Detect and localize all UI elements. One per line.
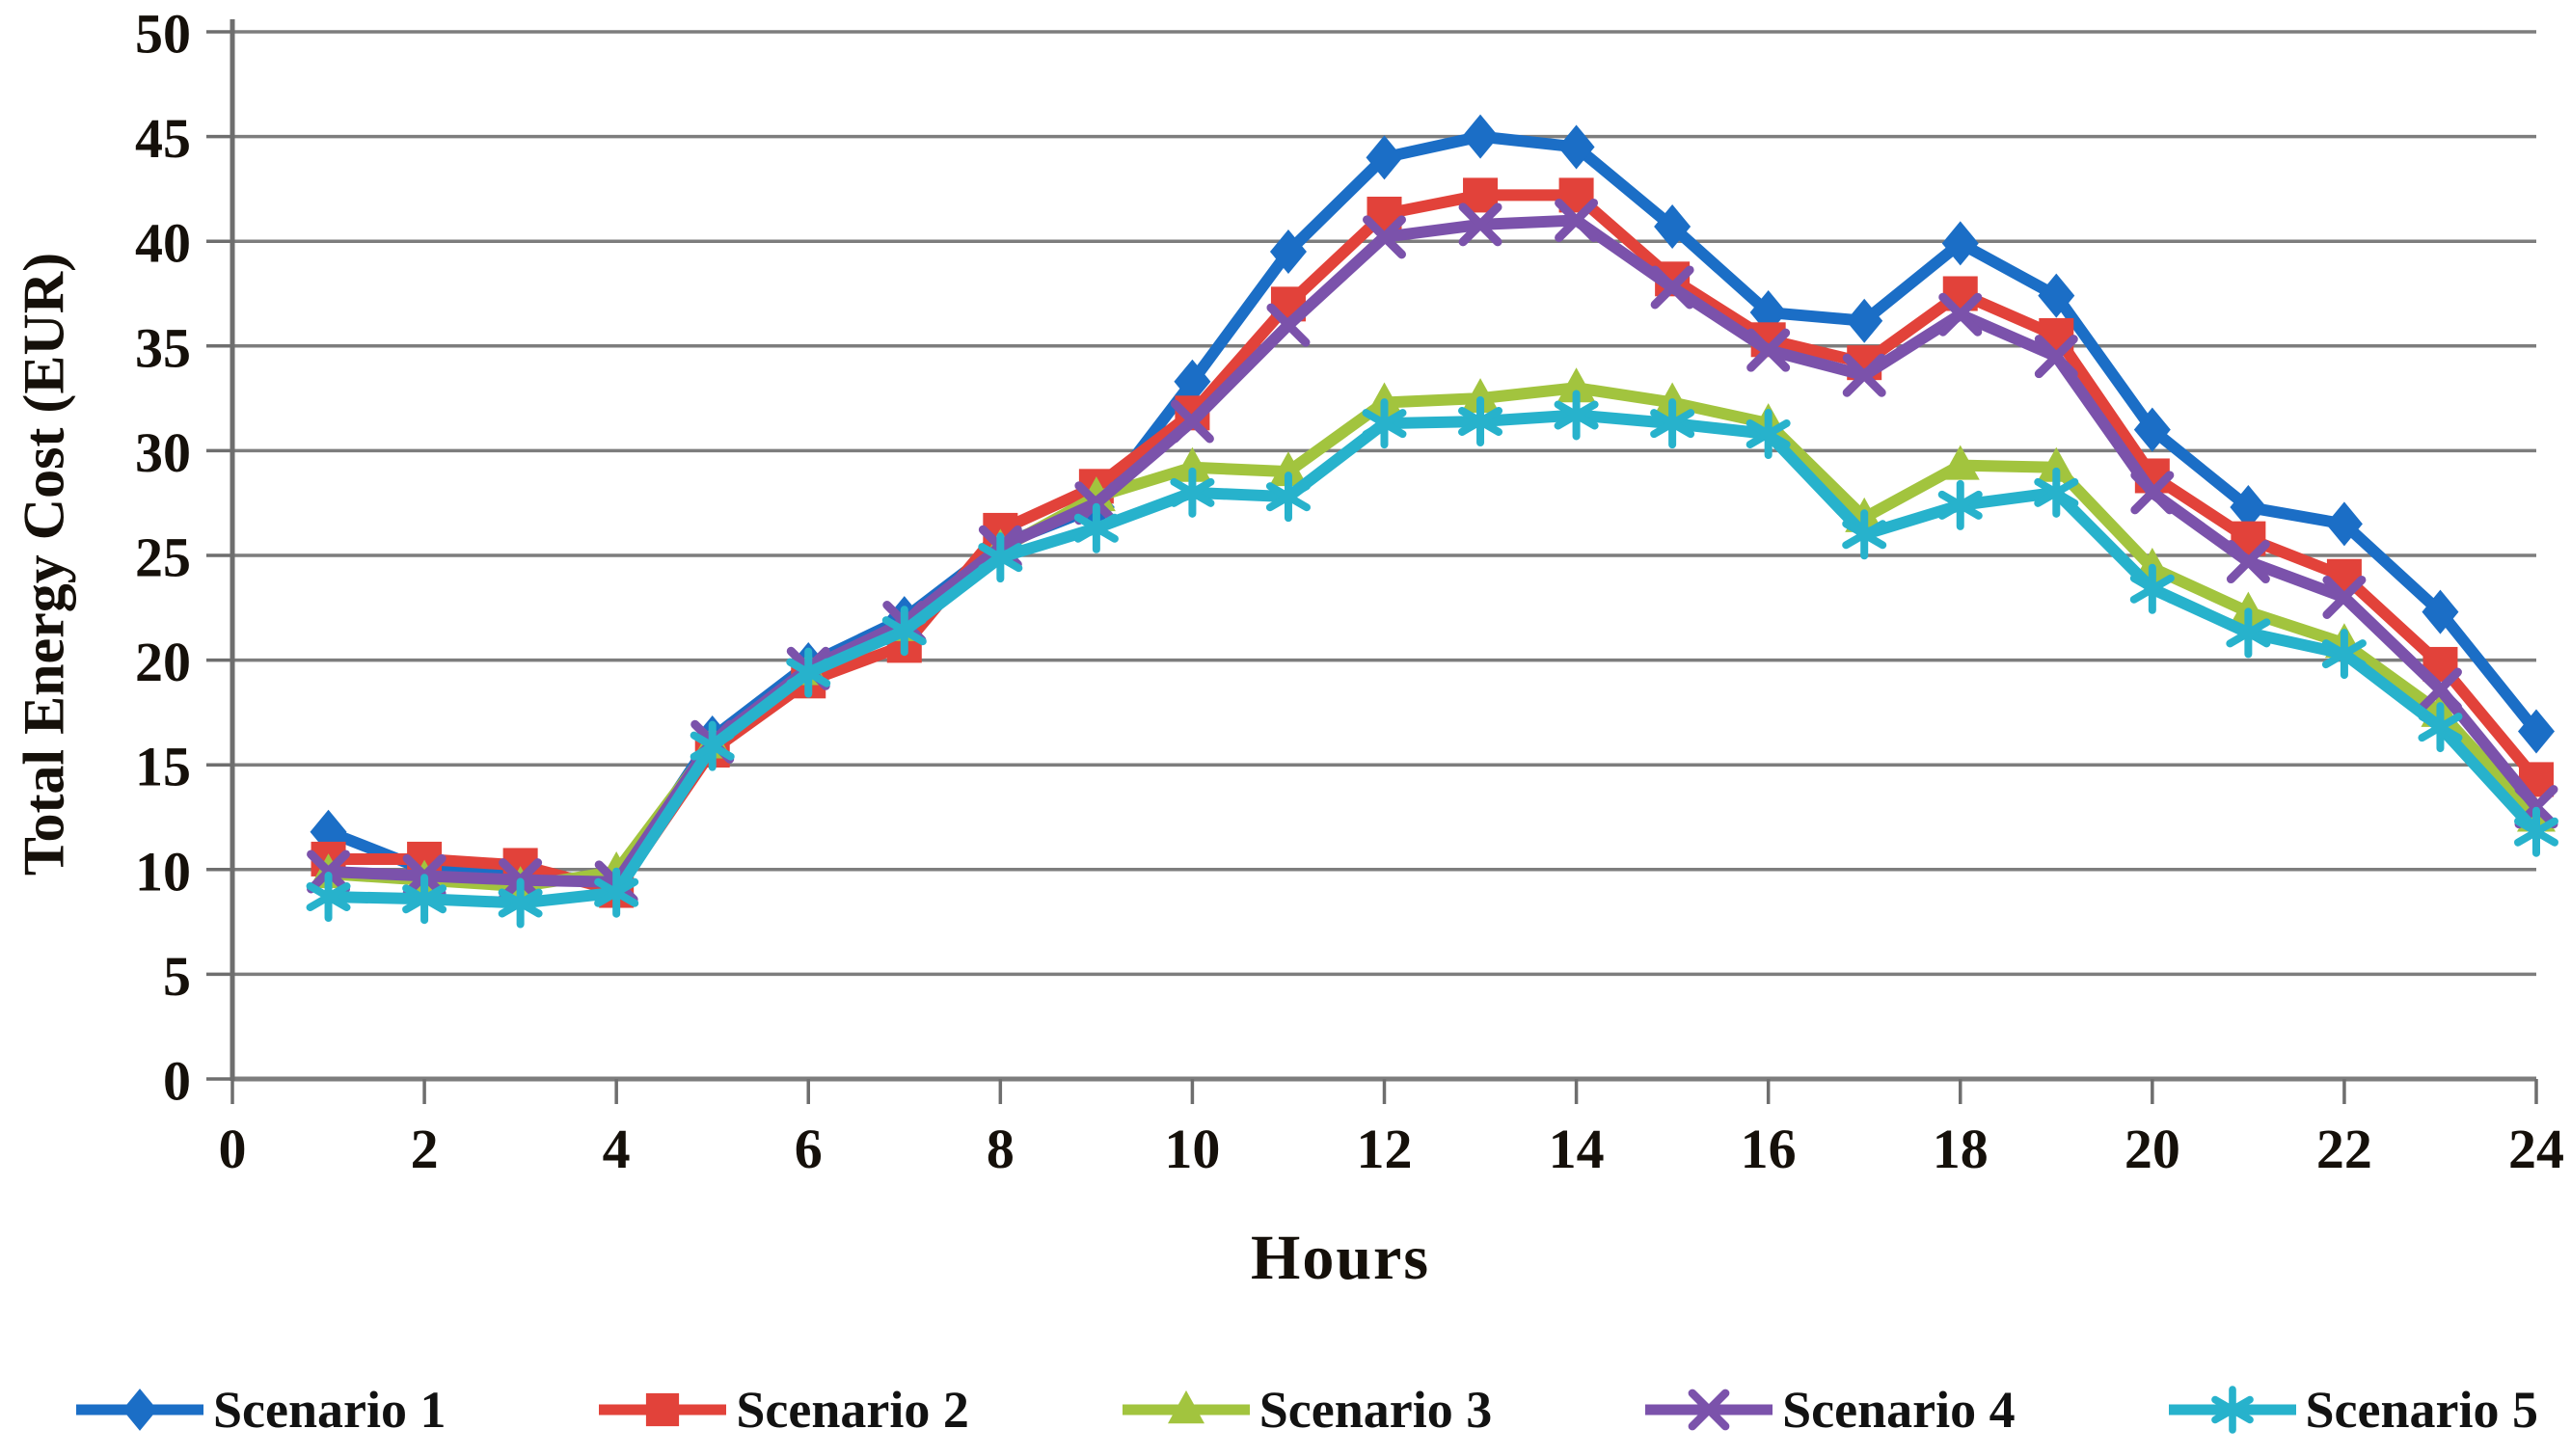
legend-label: Scenario 3: [1258, 1381, 1493, 1439]
legend-label: Scenario 2: [736, 1381, 969, 1439]
svg-text:20: 20: [2124, 1118, 2180, 1180]
legend-label: Scenario 5: [2305, 1381, 2538, 1439]
svg-text:10: 10: [135, 840, 191, 903]
legend-item-scenario-1: Scenario 1: [72, 1376, 446, 1443]
svg-text:2: 2: [411, 1118, 439, 1180]
svg-text:4: 4: [603, 1118, 631, 1180]
svg-text:25: 25: [135, 526, 191, 589]
legend-label: Scenario 1: [213, 1381, 447, 1439]
svg-text:8: 8: [987, 1118, 1015, 1180]
svg-text:10: 10: [1164, 1118, 1220, 1180]
svg-text:16: 16: [1741, 1118, 1797, 1180]
legend-item-scenario-3: Scenario 3: [1119, 1376, 1492, 1443]
svg-text:22: 22: [2316, 1118, 2372, 1180]
chart-legend: Scenario 1 Scenario 2 Scenario 3 Scenari…: [72, 1369, 2538, 1450]
svg-text:20: 20: [135, 631, 191, 693]
svg-text:15: 15: [135, 736, 191, 798]
svg-text:35: 35: [135, 316, 191, 379]
legend-item-scenario-2: Scenario 2: [595, 1376, 969, 1443]
svg-text:0: 0: [163, 1050, 191, 1113]
svg-text:45: 45: [135, 107, 191, 170]
scenario-3-marker-icon: [1122, 1390, 1250, 1424]
scenario-4-marker-icon: [1645, 1389, 1773, 1431]
svg-text:14: 14: [1549, 1118, 1605, 1180]
svg-text:12: 12: [1357, 1118, 1413, 1180]
svg-text:24: 24: [2508, 1118, 2564, 1180]
svg-text:50: 50: [135, 3, 191, 66]
scenario-5-marker-icon: [2168, 1386, 2296, 1434]
svg-text:18: 18: [1933, 1118, 1989, 1180]
svg-text:6: 6: [795, 1118, 823, 1180]
legend-item-scenario-5: Scenario 5: [2165, 1376, 2538, 1443]
legend-label: Scenario 4: [1782, 1381, 2016, 1439]
scenario-1-marker-icon: [76, 1389, 203, 1431]
scenario-2-marker-icon: [599, 1392, 727, 1427]
svg-text:5: 5: [163, 945, 191, 1008]
svg-text:30: 30: [135, 421, 191, 484]
x-axis-title: Hours: [1250, 1223, 1431, 1293]
y-axis-title: Total Energy Cost (EUR): [12, 252, 76, 876]
svg-text:40: 40: [135, 212, 191, 275]
svg-text:0: 0: [219, 1118, 247, 1180]
legend-item-scenario-4: Scenario 4: [1641, 1376, 2016, 1443]
